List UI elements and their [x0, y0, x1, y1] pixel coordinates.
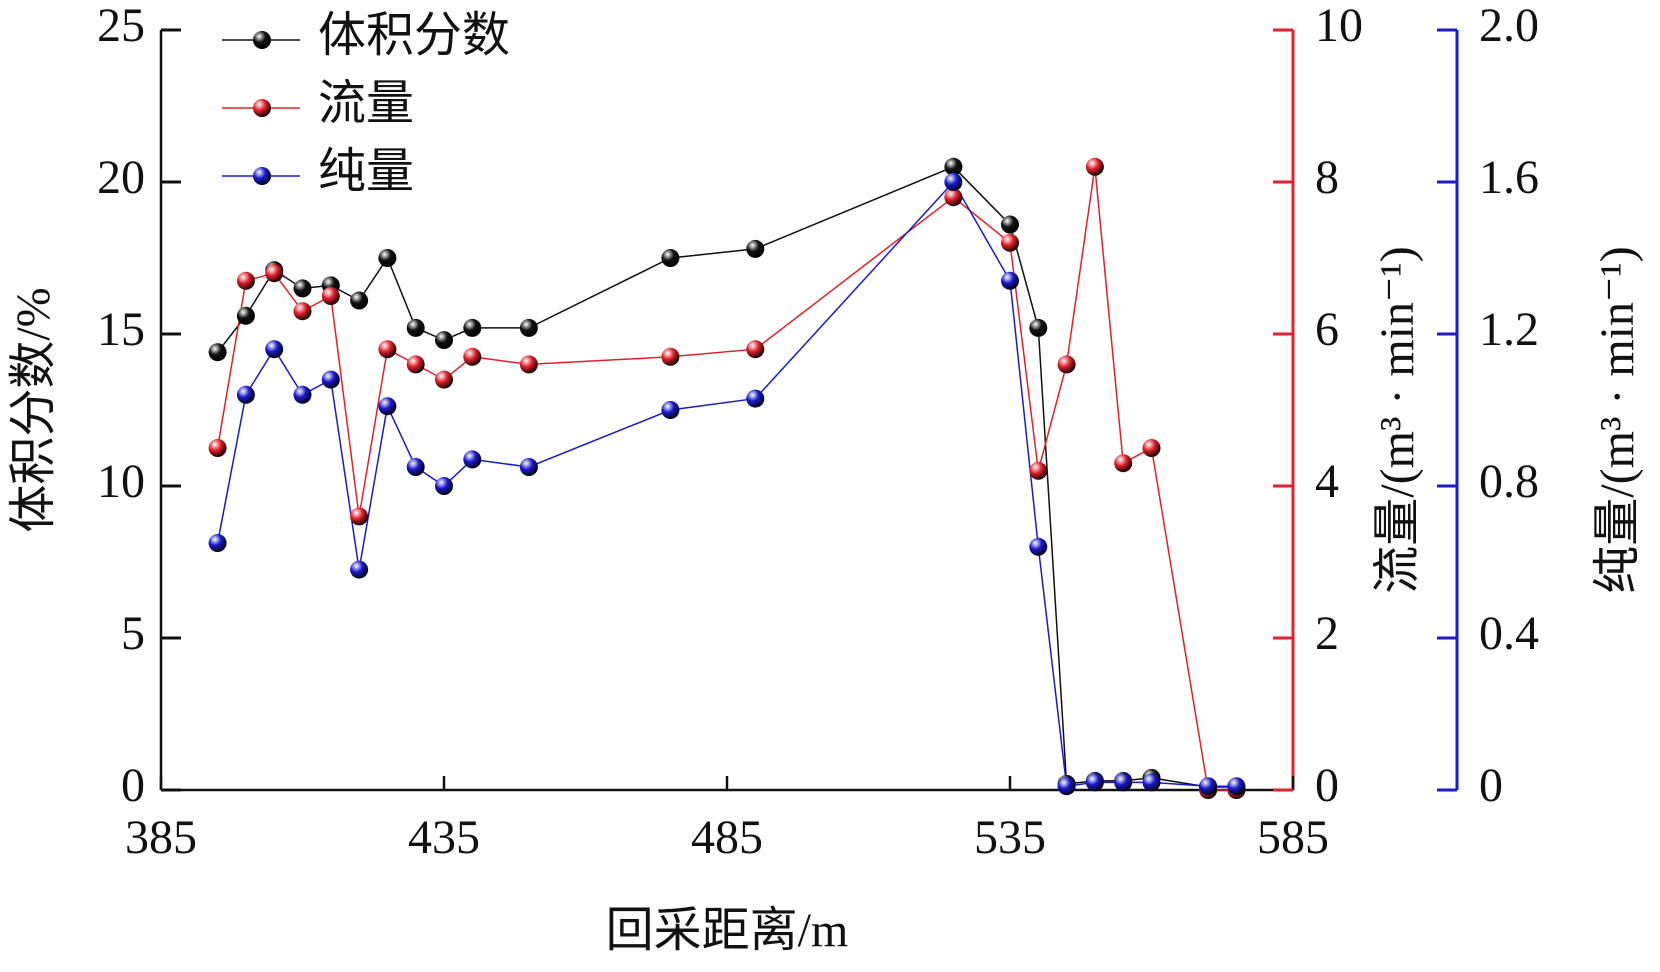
y-tick-label: 5 — [121, 607, 145, 660]
data-point — [519, 318, 538, 337]
data-point — [1085, 773, 1104, 792]
data-point — [1114, 773, 1133, 792]
y3-tick-label: 0 — [1479, 759, 1503, 812]
y2-tick-label: 8 — [1315, 151, 1339, 204]
y-tick-label: 15 — [97, 303, 145, 356]
y-tick-label: 10 — [97, 455, 145, 508]
series-line — [217, 165, 1237, 788]
data-point — [265, 340, 284, 359]
data-point — [1001, 233, 1019, 252]
data-point — [378, 397, 397, 416]
data-point — [321, 287, 340, 305]
data-point — [208, 439, 227, 457]
data-point — [378, 340, 397, 359]
y3-tick-label: 0.4 — [1479, 607, 1539, 660]
y2-tick-label: 2 — [1315, 607, 1339, 660]
data-point — [236, 385, 255, 404]
legend-label: 纯量 — [318, 145, 414, 198]
data-point — [1114, 454, 1133, 473]
x-axis-title: 回采距离/m — [606, 904, 849, 957]
data-point — [435, 370, 453, 389]
data-point — [1199, 777, 1218, 796]
data-point — [1227, 777, 1246, 796]
data-point — [1142, 439, 1161, 457]
data-point — [661, 401, 680, 419]
y3-tick-label: 2.0 — [1479, 0, 1539, 52]
y-axis-title: 体积分数/% — [7, 287, 60, 532]
x-tick-label: 485 — [691, 811, 763, 864]
data-point — [463, 347, 482, 366]
data-point — [293, 302, 312, 321]
data-point — [463, 318, 482, 337]
data-point — [1029, 318, 1048, 337]
y-tick-label: 0 — [121, 759, 145, 812]
y-tick-label: 20 — [97, 151, 145, 204]
series-line — [216, 180, 1237, 788]
data-point — [321, 370, 340, 389]
data-point — [406, 318, 425, 337]
x-tick-label: 435 — [408, 811, 480, 864]
data-point — [350, 507, 369, 526]
data-point — [378, 249, 397, 267]
data-point — [208, 534, 227, 552]
data-point — [350, 560, 369, 579]
data-point — [350, 291, 369, 310]
y2-tick-label: 10 — [1315, 0, 1363, 52]
y3-tick-label: 1.2 — [1479, 303, 1539, 356]
data-point — [435, 477, 453, 495]
data-point — [746, 389, 765, 408]
data-point — [406, 458, 425, 476]
data-point — [944, 188, 963, 207]
y2-axis-title: 流量/(m³ · min⁻¹) — [1371, 246, 1424, 593]
legend-label: 体积分数 — [318, 9, 510, 62]
data-point — [746, 340, 765, 359]
data-point — [1142, 773, 1161, 792]
data-point — [265, 264, 284, 283]
data-point — [661, 347, 680, 366]
x-tick-label: 535 — [974, 811, 1046, 864]
data-point — [1085, 157, 1104, 176]
data-point — [944, 157, 963, 176]
data-point — [1029, 461, 1048, 480]
data-point — [406, 355, 425, 374]
y3-axis-title: 纯量/(m³ · min⁻¹) — [1591, 246, 1644, 593]
data-point — [293, 385, 312, 404]
data-point — [1001, 271, 1019, 290]
data-point — [519, 355, 538, 374]
data-point — [1057, 777, 1076, 796]
y3-tick-label: 1.6 — [1479, 151, 1539, 204]
y2-tick-label: 4 — [1315, 455, 1339, 508]
data-point — [1029, 537, 1048, 556]
data-point — [661, 249, 680, 267]
data-point — [519, 458, 538, 476]
legend-marker — [253, 31, 271, 49]
data-point — [236, 306, 255, 325]
legend-label: 流量 — [318, 77, 414, 130]
legend-marker — [253, 99, 271, 117]
y2-tick-label: 6 — [1315, 303, 1339, 356]
data-point — [463, 450, 482, 469]
y2-tick-label: 0 — [1315, 759, 1339, 812]
data-point — [435, 331, 453, 350]
data-point — [236, 271, 255, 290]
x-tick-label: 585 — [1257, 811, 1329, 864]
data-point — [293, 279, 312, 298]
data-point — [1001, 215, 1019, 234]
data-point — [746, 239, 765, 258]
data-point — [208, 343, 227, 362]
series-line — [216, 166, 1237, 791]
y3-tick-label: 0.8 — [1479, 455, 1539, 508]
data-point — [1057, 355, 1076, 374]
legend-marker — [253, 167, 271, 185]
x-tick-label: 385 — [125, 811, 197, 864]
data-point — [944, 173, 963, 191]
y-tick-label: 25 — [97, 0, 145, 52]
